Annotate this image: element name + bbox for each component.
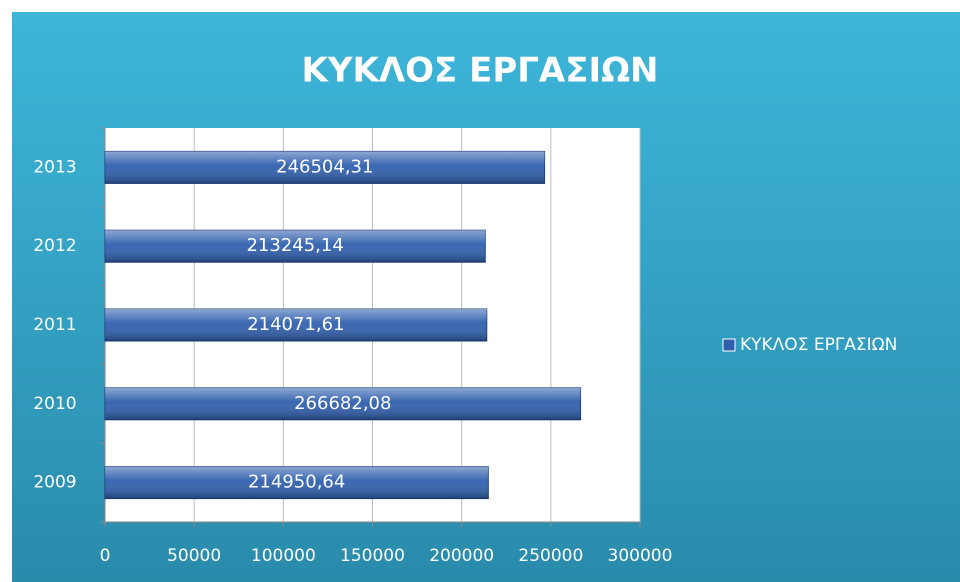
x-tick-label: 250000: [518, 546, 583, 566]
y-tick-label: 2010: [33, 394, 76, 414]
bar-highlight: [105, 309, 487, 341]
x-tick-label: 200000: [429, 546, 494, 566]
x-tick-label: 50000: [167, 546, 221, 566]
x-tick-label: 150000: [340, 546, 405, 566]
bar-highlight: [105, 466, 489, 499]
y-tick-label: 2009: [33, 473, 76, 493]
x-tick-label: 300000: [608, 546, 673, 566]
data-label: 246504,31: [276, 156, 373, 177]
data-label: 266682,08: [294, 393, 391, 414]
x-tick-label: 0: [100, 546, 111, 566]
y-tick-label: 2012: [33, 236, 76, 256]
chart-title: ΚΥΚΛΟΣ ΕΡΓΑΣΙΩΝ: [302, 51, 659, 91]
data-label: 214950,64: [248, 472, 345, 493]
bar-highlight: [105, 151, 545, 184]
legend-label: ΚΥΚΛΟΣ ΕΡΓΑΣΙΩΝ: [740, 335, 897, 355]
y-tick-label: 2013: [33, 157, 76, 177]
bar-highlight: [105, 387, 581, 420]
x-tick-label: 100000: [251, 546, 316, 566]
bar-highlight: [105, 230, 486, 263]
data-label: 213245,14: [246, 235, 343, 256]
data-label: 214071,61: [247, 314, 344, 335]
legend-marker: [722, 338, 736, 352]
y-tick-label: 2011: [33, 315, 76, 335]
